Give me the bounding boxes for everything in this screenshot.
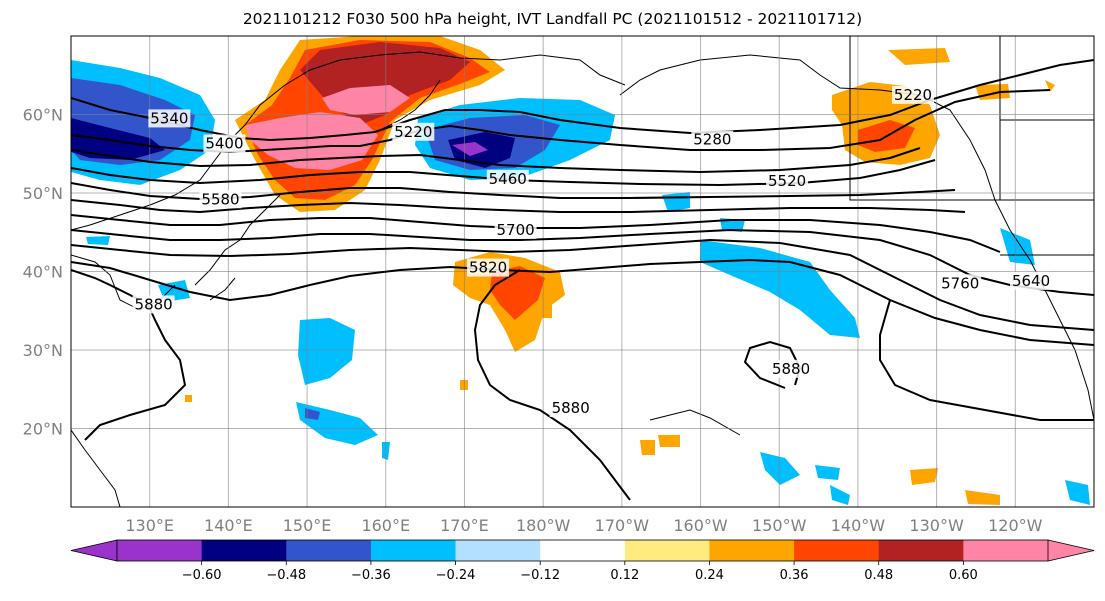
lon-tick-label: 120°W <box>988 516 1043 535</box>
contour-label: 5580 <box>201 190 239 208</box>
colorbar-bin <box>286 540 372 561</box>
lon-tick-label: 170°W <box>595 516 650 535</box>
contour-label-bg <box>467 258 510 277</box>
contour-label: 5220 <box>394 123 432 141</box>
lat-tick-label: 30°N <box>23 341 63 360</box>
colorbar-outline <box>116 539 1049 562</box>
contour-label: 5640 <box>1012 272 1050 290</box>
ivt-region-pacific-subtropical <box>700 240 860 338</box>
map-frame <box>70 35 1095 508</box>
colorbar-tick-label: −0.60 <box>182 568 222 583</box>
contour-label-bg <box>770 359 813 378</box>
contour-labels: 5340 5400 5220 5460 5280 5220 5520 5580 5700 5820… <box>132 85 1053 418</box>
contour-label: 5820 <box>469 259 507 277</box>
latitude-tick-labels: 20°N 30°N 40°N 50°N 60°N <box>23 106 63 439</box>
lon-tick-label: 150°W <box>752 516 807 535</box>
longitude-tick-labels: 130°E 140°E 150°E 160°E 170°E 180°W 170°W 160°W… <box>125 516 1042 535</box>
lat-tick-label: 40°N <box>23 263 63 282</box>
contour-label: 5340 <box>150 109 188 127</box>
lon-tick-label: 150°E <box>283 516 332 535</box>
colorbar-tick-label: −0.12 <box>520 568 560 583</box>
lon-tick-label: 140°E <box>204 516 253 535</box>
colorbar-bin <box>201 540 287 561</box>
lon-tick-label: 130°W <box>909 516 964 535</box>
contour-label-bg <box>892 85 935 104</box>
contour-label: 5880 <box>772 360 810 378</box>
contour-label-bg <box>549 399 592 418</box>
colorbar-tick-label: 0.12 <box>610 568 639 583</box>
contour-label: 5700 <box>497 221 535 239</box>
contour-label-bg <box>486 169 529 188</box>
colorbar-bin <box>455 540 541 561</box>
colorbar-extend-low <box>70 539 118 562</box>
colorbar-bin <box>540 540 626 561</box>
lat-tick-label: 60°N <box>23 106 63 125</box>
lon-tick-label: 130°E <box>125 516 174 535</box>
map-gridlines <box>71 36 1094 507</box>
contour-label-bg <box>148 109 191 128</box>
colorbar: −0.60 −0.48 −0.36 −0.24 −0.12 0.12 0.24 0.36 0.4… <box>70 539 1095 583</box>
colorbar-tick-label: 0.48 <box>864 568 893 583</box>
contour-label: 5400 <box>205 135 243 153</box>
contour-label-bg <box>392 122 435 141</box>
colorbar-bin <box>117 540 203 561</box>
contour-label: 5280 <box>693 131 731 149</box>
colorbar-tick-label: 0.24 <box>695 568 724 583</box>
lon-tick-label: 160°W <box>673 516 728 535</box>
colorbar-bin <box>963 540 1049 561</box>
lat-tick-label: 20°N <box>23 420 63 439</box>
colorbar-bin <box>878 540 964 561</box>
colorbar-bin <box>794 540 880 561</box>
contour-label-bg <box>494 220 537 239</box>
contour-label-bg <box>766 172 809 191</box>
contour-label-bg <box>132 295 175 314</box>
colorbar-tick-label: −0.48 <box>266 568 306 583</box>
lon-tick-label: 170°E <box>440 516 489 535</box>
colorbar-bin <box>370 540 457 561</box>
contour-label: 5760 <box>941 274 979 292</box>
colorbar-tick-label: 0.36 <box>780 568 809 583</box>
colorbar-extend-high <box>1047 539 1095 562</box>
contour-label-bg <box>939 274 982 293</box>
lat-tick-label: 50°N <box>23 184 63 203</box>
contour-label-bg <box>199 190 242 209</box>
contour-label: 5220 <box>894 86 932 104</box>
colorbar-tick-label: −0.24 <box>436 568 476 583</box>
contour-label-bg <box>691 130 734 149</box>
contour-label: 5520 <box>768 172 806 190</box>
lon-tick-label: 180°W <box>516 516 571 535</box>
colorbar-tick-label: −0.36 <box>351 568 391 583</box>
contour-label: 5460 <box>489 170 527 188</box>
contour-label: 5880 <box>552 399 590 417</box>
contour-label-bg <box>203 134 246 153</box>
contour-label-bg <box>1010 271 1053 290</box>
lon-tick-label: 160°E <box>361 516 410 535</box>
colorbar-bin <box>624 540 710 561</box>
page-title: 2021101212 F030 500 hPa height, IVT Land… <box>242 10 863 28</box>
colorbar-tick-label: 0.60 <box>949 568 978 583</box>
lon-tick-label: 140°W <box>831 516 886 535</box>
colorbar-bin <box>709 540 795 561</box>
contour-label: 5880 <box>135 295 173 313</box>
